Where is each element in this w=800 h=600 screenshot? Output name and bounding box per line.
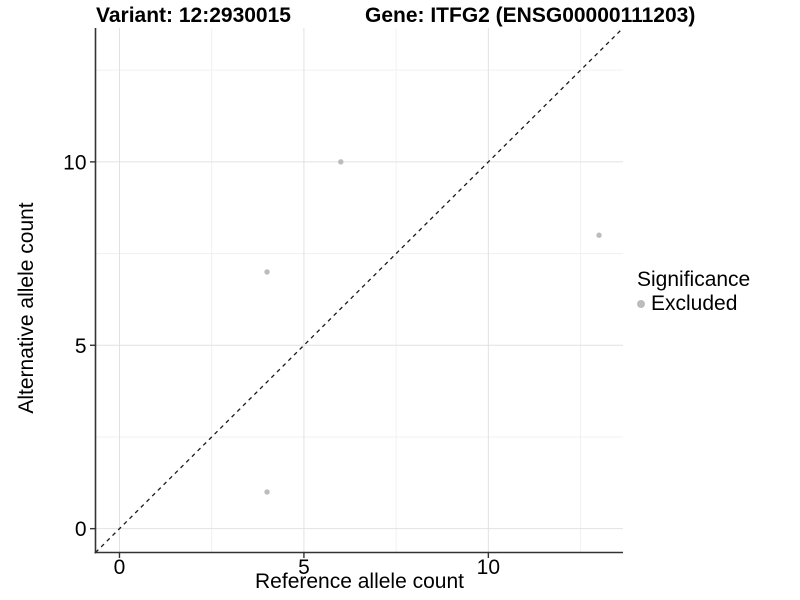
data-point bbox=[596, 232, 602, 238]
y-tick-label: 10 bbox=[63, 151, 86, 174]
legend-item-excluded: Excluded bbox=[637, 292, 750, 316]
data-point bbox=[264, 489, 270, 495]
variant-title: Variant: 12:2930015 bbox=[96, 4, 291, 27]
legend-title: Significance bbox=[637, 268, 751, 291]
legend: Significance Excluded bbox=[637, 268, 750, 316]
x-tick-label: 0 bbox=[114, 556, 126, 579]
legend-point-swatch bbox=[637, 300, 645, 308]
legend-item-label: Excluded bbox=[651, 292, 738, 315]
y-axis-title: Alternative allele count bbox=[15, 202, 38, 414]
y-tick-label: 5 bbox=[75, 335, 87, 358]
data-point bbox=[338, 159, 344, 165]
data-point bbox=[264, 269, 270, 275]
gene-title: Gene: ITFG2 (ENSG00000111203) bbox=[365, 4, 696, 27]
x-tick-label: 5 bbox=[298, 556, 310, 579]
y-tick-label: 0 bbox=[75, 518, 87, 541]
x-axis-title: Reference allele count bbox=[255, 570, 464, 593]
identity-line bbox=[95, 27, 624, 553]
x-tick-label: 10 bbox=[477, 556, 500, 579]
